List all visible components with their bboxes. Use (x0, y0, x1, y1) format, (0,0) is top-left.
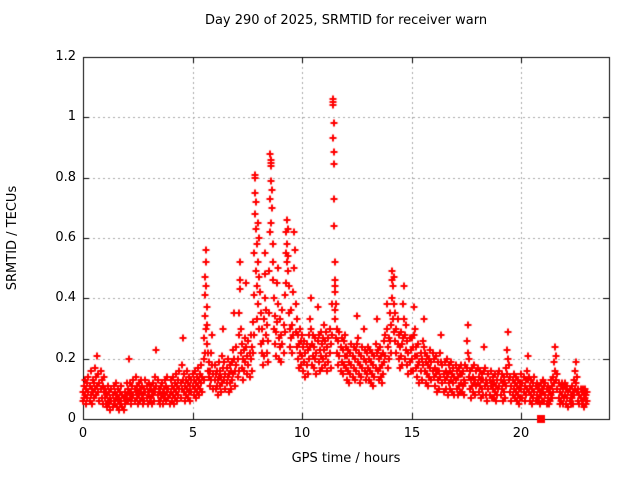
x-tick-label: 15 (403, 426, 421, 441)
y-tick-label: 0.6 (55, 230, 76, 245)
y-tick-label: 1.2 (55, 49, 76, 64)
y-tick-label: 0.2 (55, 351, 76, 366)
y-tick-label: 0.4 (55, 290, 76, 305)
y-tick-label: 0.8 (55, 170, 76, 185)
x-tick-label: 5 (188, 426, 198, 441)
y-tick-label: 1 (67, 109, 76, 124)
y-tick-label: 0 (67, 411, 76, 426)
y-axis-label: SRMTID / TECUs (5, 185, 20, 291)
chart-title: Day 290 of 2025, SRMTID for receiver war… (204, 13, 488, 28)
x-tick-label: 0 (78, 426, 88, 441)
x-tick-label: 10 (293, 426, 311, 441)
x-axis-label: GPS time / hours (291, 451, 401, 466)
x-tick-label: 20 (512, 426, 530, 441)
